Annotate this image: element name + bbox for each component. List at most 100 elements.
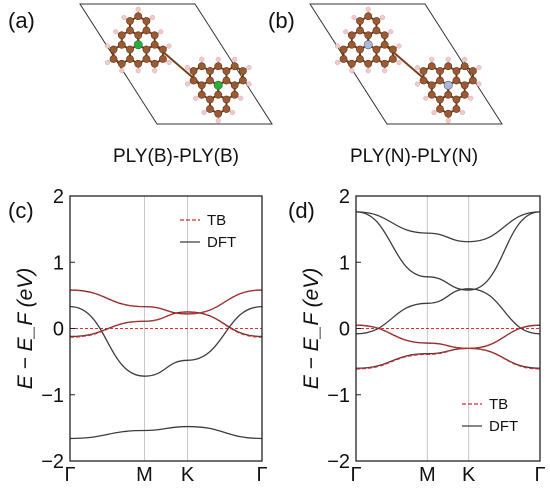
structure-a <box>79 3 273 125</box>
band-dft <box>355 347 541 369</box>
hydrogen-atom <box>199 56 205 62</box>
carbon-atom <box>206 105 214 113</box>
carbon-atom <box>389 55 397 63</box>
carbon-atom <box>452 67 461 75</box>
band-dft <box>355 211 541 291</box>
carbon-atom <box>452 76 461 85</box>
hydrogen-atom <box>445 56 451 62</box>
hydrogen-atom <box>113 29 119 35</box>
y-tick-label: 2 <box>53 186 64 208</box>
carbon-atom <box>134 59 143 68</box>
hydrogen-atom <box>184 64 191 71</box>
hydrogen-atom <box>166 43 172 49</box>
carbon-atom <box>460 90 469 99</box>
hydrogen-atom <box>414 64 421 71</box>
hydrogen-atom <box>423 95 429 101</box>
carbon-atom <box>222 95 231 104</box>
carbon-atom <box>356 55 364 63</box>
carbon-atom <box>239 76 247 85</box>
carbon-atom <box>109 45 118 54</box>
hydrogen-atom <box>215 56 221 62</box>
carbon-atom <box>380 40 389 49</box>
legend-label: TB <box>207 212 226 229</box>
carbon-atom <box>150 59 159 68</box>
heteroatom <box>133 40 143 50</box>
hydrogen-atom <box>468 95 474 101</box>
hydrogen-atom <box>429 56 435 62</box>
carbon-atom <box>222 67 231 75</box>
hydrogen-atom <box>365 6 371 12</box>
hydrogen-atom <box>382 68 388 74</box>
caption-b: PLY(N)-PLY(N) <box>350 146 478 167</box>
carbon-atom <box>206 76 214 85</box>
carbon-atom <box>197 90 206 99</box>
y-tick-label: −1 <box>41 385 64 407</box>
hydrogen-atom <box>158 29 164 35</box>
carbon-atom <box>356 26 364 35</box>
y-axis-label: E − E_F (eV) <box>300 268 323 390</box>
band-dft <box>355 288 541 335</box>
y-tick-label: 1 <box>53 252 64 274</box>
carbon-atom <box>356 45 364 54</box>
carbon-atom <box>469 76 477 85</box>
panel-label-c: (c) <box>8 198 34 223</box>
carbon-atom <box>214 109 223 118</box>
carbon-atom <box>126 17 134 25</box>
k-point-label: Γ <box>256 464 267 486</box>
hydrogen-atom <box>476 64 482 71</box>
legend-label: DFT <box>489 418 518 435</box>
carbon-atom <box>159 55 167 63</box>
panel-label-b: (b) <box>268 8 295 33</box>
hydrogen-atom <box>379 14 386 21</box>
hydrogen-atom <box>104 59 111 66</box>
carbon-atom <box>460 62 469 71</box>
carbon-atom <box>339 55 348 63</box>
carbon-atom <box>444 62 453 71</box>
carbon-atom <box>444 90 453 99</box>
heteroatom <box>443 80 453 90</box>
carbon-atom <box>230 81 239 90</box>
hydrogen-atom <box>476 81 482 87</box>
carbon-atom <box>214 62 223 71</box>
hydrogen-atom <box>246 81 252 87</box>
hydrogen-atom <box>229 109 236 116</box>
carbon-atom <box>364 59 373 68</box>
hydrogen-atom <box>149 14 156 21</box>
carbon-atom <box>372 45 381 54</box>
carbon-atom <box>427 62 436 71</box>
carbon-atom <box>380 31 389 40</box>
y-tick-label: −2 <box>327 451 350 473</box>
hydrogen-atom <box>445 118 451 124</box>
carbon-atom <box>142 17 151 25</box>
hydrogen-atom <box>396 59 402 66</box>
hydrogen-atom <box>388 29 394 35</box>
legend-label: TB <box>489 396 508 413</box>
carbon-atom <box>230 90 239 99</box>
carbon-atom <box>347 40 356 49</box>
hydrogen-atom <box>232 56 238 62</box>
y-tick-label: 2 <box>339 186 350 208</box>
carbon-atom <box>230 62 239 71</box>
carbon-atom <box>142 45 151 54</box>
hydrogen-atom <box>459 109 466 116</box>
y-axis-label: E − E_F (eV) <box>14 268 37 390</box>
hydrogen-atom <box>166 59 172 66</box>
carbon-atom <box>150 31 159 40</box>
hydrogen-atom <box>396 43 402 49</box>
carbon-atom <box>436 105 444 113</box>
carbon-atom <box>189 76 198 85</box>
carbon-atom <box>436 95 444 104</box>
hydrogen-atom <box>104 43 111 49</box>
carbon-atom <box>372 26 381 35</box>
carbon-atom <box>189 67 198 75</box>
carbon-atom <box>150 40 159 49</box>
y-tick-label: −1 <box>327 385 350 407</box>
carbon-atom <box>380 59 389 68</box>
carbon-atom <box>347 31 356 40</box>
carbon-atom <box>452 105 461 113</box>
hydrogen-atom <box>119 68 125 74</box>
band-dft <box>69 425 263 440</box>
hydrogen-atom <box>351 14 357 21</box>
heteroatom <box>363 40 373 50</box>
